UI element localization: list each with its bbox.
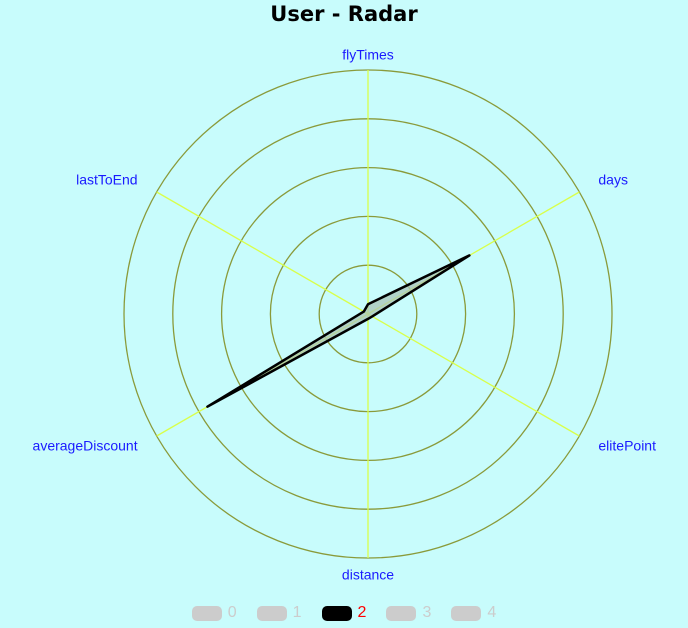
legend-swatch — [191, 605, 222, 621]
legend-swatch — [451, 605, 482, 621]
indicator-label-averageDiscount: averageDiscount — [33, 438, 138, 454]
radar-series-2[interactable] — [206, 254, 471, 408]
legend-item-0[interactable]: 0 — [191, 604, 237, 621]
indicator-label-days: days — [598, 172, 628, 188]
legend: 0 1 2 3 4 — [0, 603, 688, 623]
legend-label: 2 — [357, 604, 367, 621]
indicator-label-lastToEnd: lastToEnd — [76, 172, 137, 188]
indicator-label-distance: distance — [342, 567, 394, 583]
legend-swatch — [321, 605, 352, 621]
legend-item-2[interactable]: 2 — [321, 604, 367, 621]
legend-item-1[interactable]: 1 — [256, 604, 302, 621]
legend-item-4[interactable]: 4 — [451, 605, 496, 621]
indicator-labels: flyTimes days elitePoint distance averageDis… — [33, 47, 657, 583]
legend-label: 0 — [227, 604, 237, 621]
radar-series — [206, 254, 471, 408]
legend-swatch — [256, 605, 287, 621]
legend-item-3[interactable]: 3 — [386, 605, 431, 621]
indicator-label-flyTimes: flyTimes — [342, 47, 394, 63]
radar-axis-lastToEnd — [156, 191, 369, 315]
radar-axis-elitePoint — [367, 313, 580, 437]
legend-label: 4 — [487, 604, 497, 621]
legend-swatch — [386, 605, 417, 621]
legend-label: 3 — [422, 604, 432, 621]
chart-title: User - Radar — [270, 2, 418, 26]
legend-label: 1 — [292, 604, 302, 621]
indicator-label-elitePoint: elitePoint — [598, 438, 656, 454]
